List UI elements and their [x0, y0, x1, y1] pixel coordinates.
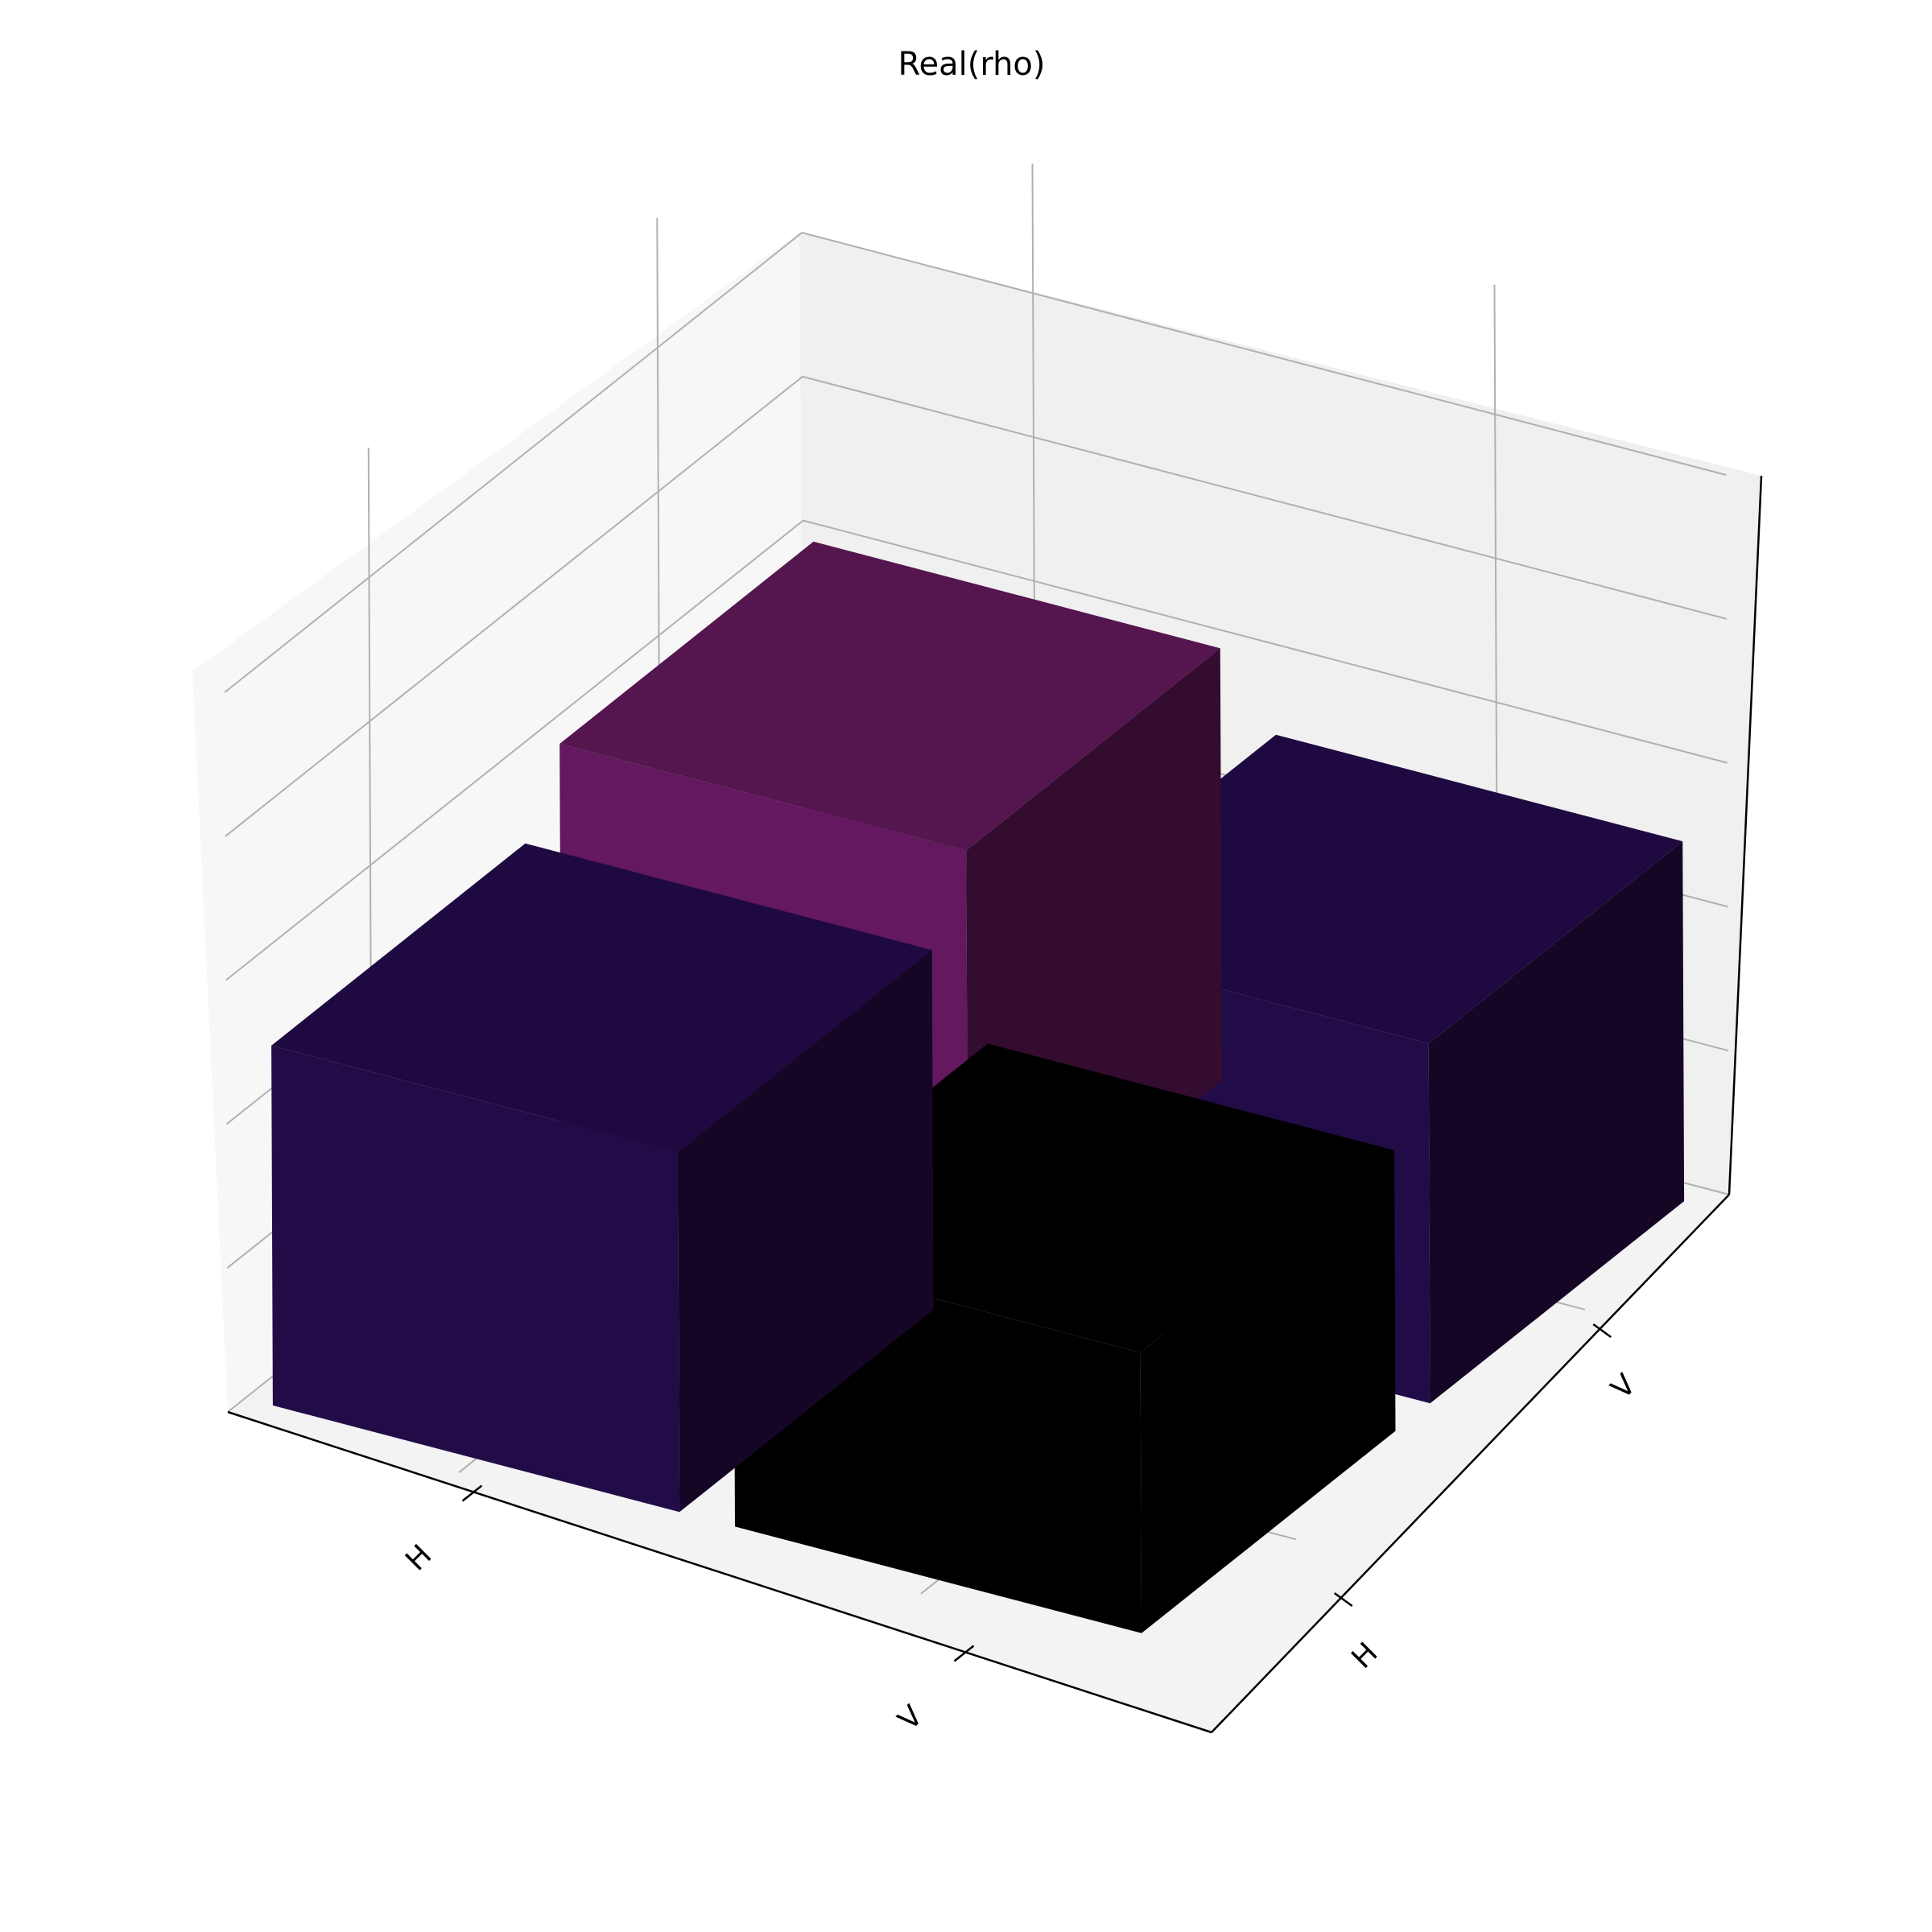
z-grid-line	[224, 231, 1727, 693]
bars	[271, 541, 1685, 1633]
y-tick	[1334, 1591, 1353, 1608]
bar-V-H	[271, 843, 934, 1513]
chart-title: Real(rho)	[898, 46, 1045, 83]
x-tick	[461, 1484, 483, 1502]
bar-top-face	[559, 541, 1220, 851]
x-axis-line	[227, 1410, 1212, 1734]
z-grid-line	[225, 375, 1728, 837]
x-tick-label: V	[892, 1699, 930, 1737]
axis-lines	[227, 475, 1763, 1734]
x-tick-label: H	[399, 1538, 438, 1577]
y-tick-label: V	[1605, 1368, 1643, 1406]
y-axis-line	[1211, 1194, 1730, 1733]
bar-side-face	[678, 950, 934, 1513]
z-grid-line	[225, 519, 1728, 981]
bar-top-face	[271, 843, 932, 1153]
bar-front-face	[271, 1045, 680, 1513]
bar-side-face	[1428, 841, 1685, 1404]
x-tick	[953, 1645, 975, 1662]
y-tick	[1592, 1323, 1612, 1339]
y-tick-label: H	[1346, 1637, 1385, 1675]
bar-side-face	[1140, 1150, 1396, 1633]
z-axis-line	[1728, 475, 1763, 1195]
